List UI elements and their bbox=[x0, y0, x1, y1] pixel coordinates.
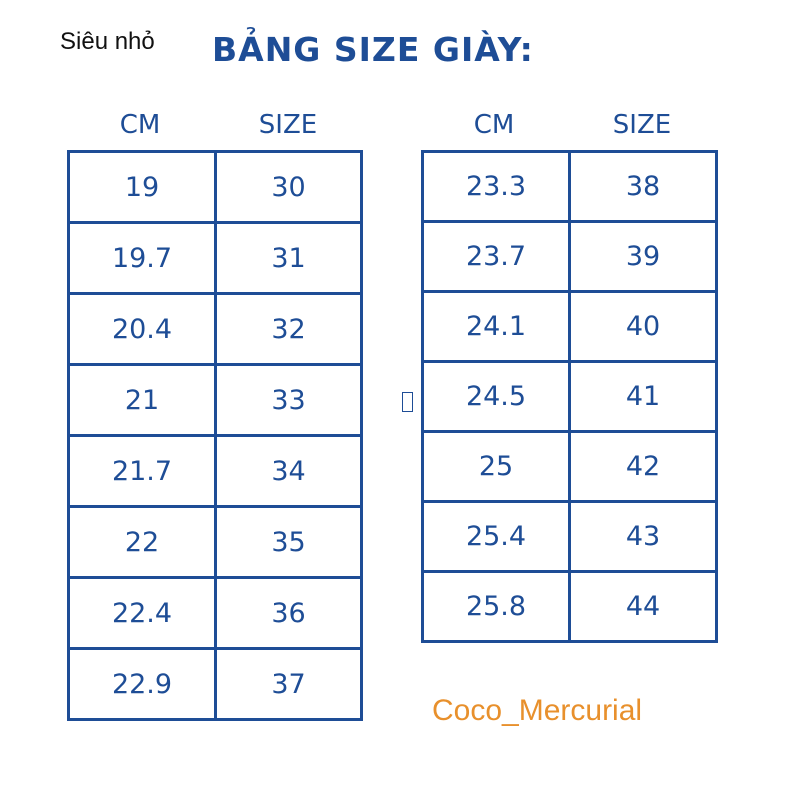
table-row: 20.4 32 bbox=[67, 292, 363, 366]
size-cell: 38 bbox=[568, 150, 718, 223]
size-cell: 31 bbox=[214, 221, 363, 295]
cm-cell: 21.7 bbox=[67, 434, 217, 508]
size-cell: 37 bbox=[214, 647, 363, 721]
cm-cell: 19 bbox=[67, 150, 217, 224]
watermark-text: Coco_Mercurial bbox=[432, 694, 643, 727]
left-size-header: SIZE bbox=[258, 110, 318, 140]
size-cell: 39 bbox=[568, 220, 718, 293]
size-cell: 36 bbox=[214, 576, 363, 650]
size-table-left: 19 30 19.7 31 20.4 32 21 33 21.7 34 22 3… bbox=[67, 150, 363, 721]
cm-cell: 23.7 bbox=[421, 220, 571, 293]
header-prefix: Siêu nhỏ bbox=[60, 28, 155, 55]
size-cell: 41 bbox=[568, 360, 718, 433]
cm-cell: 22.9 bbox=[67, 647, 217, 721]
cm-cell: 21 bbox=[67, 363, 217, 437]
right-cm-header: CM bbox=[473, 110, 515, 140]
left-cm-header: CM bbox=[119, 110, 161, 140]
table-row: 19 30 bbox=[67, 150, 363, 224]
table-row: 24.5 41 bbox=[421, 360, 718, 433]
cm-cell: 19.7 bbox=[67, 221, 217, 295]
size-cell: 43 bbox=[568, 500, 718, 573]
size-cell: 44 bbox=[568, 570, 718, 643]
table-row: 23.7 39 bbox=[421, 220, 718, 293]
table-row: 25 42 bbox=[421, 430, 718, 503]
table-row: 23.3 38 bbox=[421, 150, 718, 223]
cm-cell: 22.4 bbox=[67, 576, 217, 650]
size-cell: 30 bbox=[214, 150, 363, 224]
size-cell: 34 bbox=[214, 434, 363, 508]
size-table-right: 23.3 38 23.7 39 24.1 40 24.5 41 25 42 25… bbox=[421, 150, 718, 643]
cm-cell: 25.4 bbox=[421, 500, 571, 573]
table-row: 21 33 bbox=[67, 363, 363, 437]
table-row: 22.9 37 bbox=[67, 647, 363, 721]
size-cell: 42 bbox=[568, 430, 718, 503]
size-cell: 33 bbox=[214, 363, 363, 437]
table-row: 19.7 31 bbox=[67, 221, 363, 295]
table-row: 24.1 40 bbox=[421, 290, 718, 363]
table-row: 25.4 43 bbox=[421, 500, 718, 573]
table-row: 21.7 34 bbox=[67, 434, 363, 508]
size-cell: 32 bbox=[214, 292, 363, 366]
cm-cell: 24.1 bbox=[421, 290, 571, 363]
table-row: 22 35 bbox=[67, 505, 363, 579]
table-row: 25.8 44 bbox=[421, 570, 718, 643]
size-cell: 35 bbox=[214, 505, 363, 579]
right-size-header: SIZE bbox=[612, 110, 672, 140]
page-title: BẢNG SIZE GIÀY: bbox=[212, 30, 534, 69]
cm-cell: 23.3 bbox=[421, 150, 571, 223]
cm-cell: 24.5 bbox=[421, 360, 571, 433]
table-row: 22.4 36 bbox=[67, 576, 363, 650]
cm-cell: 25 bbox=[421, 430, 571, 503]
cm-cell: 25.8 bbox=[421, 570, 571, 643]
placeholder-glyph-icon bbox=[402, 392, 413, 412]
cm-cell: 20.4 bbox=[67, 292, 217, 366]
size-cell: 40 bbox=[568, 290, 718, 363]
cm-cell: 22 bbox=[67, 505, 217, 579]
